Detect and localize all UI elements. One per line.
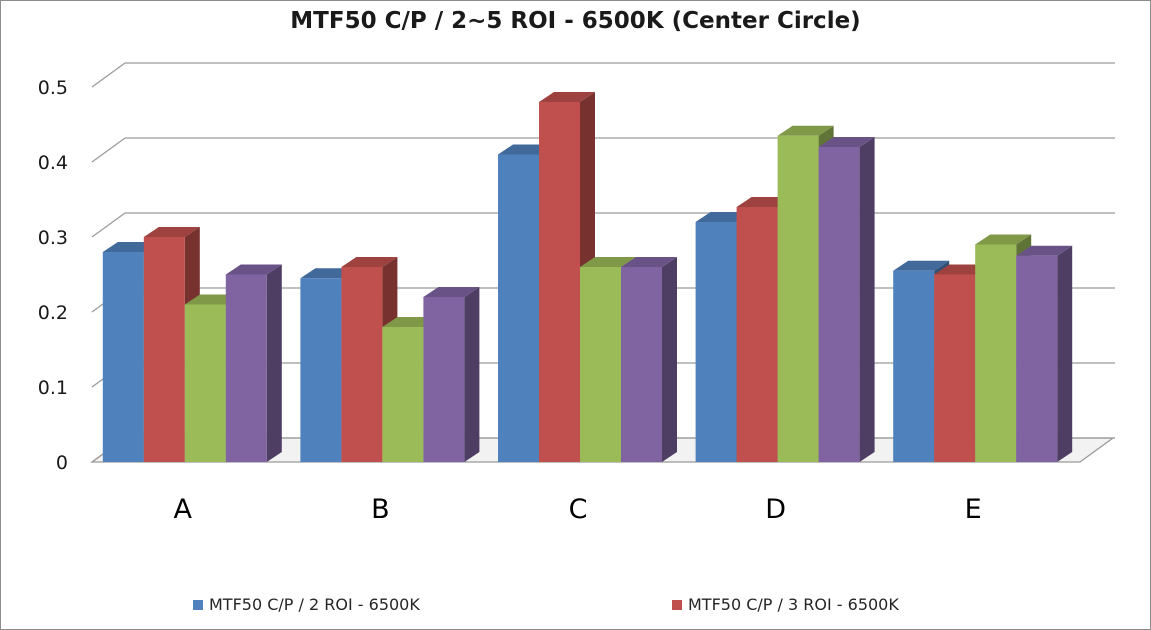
bar: [102, 252, 144, 462]
x-tick-label: D: [765, 494, 786, 525]
bar-side: [859, 137, 875, 462]
bar: [975, 244, 1017, 462]
bar-top: [975, 234, 1032, 245]
bar: [300, 278, 342, 462]
bars: [102, 92, 1073, 462]
bar-top: [893, 260, 950, 271]
bar-top: [777, 125, 834, 136]
bar-top: [818, 137, 875, 147]
bar: [621, 267, 662, 462]
y-tick-label: 0.3: [38, 227, 68, 249]
bar-top: [423, 287, 480, 297]
bar-top: [580, 257, 636, 267]
legend-item-series-1: MTF50 C/P / 2 ROI - 6500K: [193, 595, 420, 614]
bar: [736, 207, 778, 462]
bar: [1016, 255, 1058, 462]
legend-label-series-1: MTF50 C/P / 2 ROI - 6500K: [209, 595, 420, 614]
bar: [818, 147, 860, 462]
bar: [143, 237, 185, 462]
bar-side: [266, 264, 282, 462]
y-tick-label: 0.4: [38, 152, 68, 174]
gridline-diagonal: [91, 212, 126, 238]
bar: [423, 297, 465, 462]
bar: [695, 222, 737, 462]
bar: [341, 267, 383, 462]
x-axis-ticks: A B C D E: [174, 494, 982, 525]
y-tick-label: 0.5: [38, 77, 68, 99]
legend-swatch-series-1: [193, 599, 203, 610]
bar-side: [662, 257, 677, 462]
bar-top: [621, 257, 677, 267]
y-tick-label: 0.2: [38, 302, 68, 324]
x-tick-label: B: [371, 494, 390, 525]
bar: [225, 274, 267, 462]
legend-label-series-2: MTF50 C/P / 3 ROI - 6500K: [688, 595, 899, 614]
gridline-diagonal: [91, 137, 126, 163]
legend-swatch-series-2: [672, 599, 682, 610]
bar: [580, 267, 621, 462]
y-axis-ticks: 0 0.1 0.2 0.3 0.4 0.5: [38, 77, 68, 474]
x-tick-label: C: [569, 494, 588, 525]
bar-side: [464, 287, 480, 462]
bar-top: [341, 257, 398, 267]
x-tick-label: A: [174, 494, 193, 525]
bar: [893, 270, 935, 462]
bar: [934, 274, 976, 462]
bar: [184, 304, 226, 462]
bar-top: [539, 92, 595, 102]
bar: [539, 102, 580, 462]
bar-top: [143, 227, 200, 237]
bar-top: [225, 264, 282, 275]
bar: [777, 135, 819, 462]
gridline-diagonal: [91, 62, 126, 88]
bar: [498, 154, 539, 462]
y-tick-label: 0: [56, 452, 68, 474]
chart-title: MTF50 C/P / 2~5 ROI - 6500K (Center Circ…: [290, 8, 861, 34]
y-tick-label: 0.1: [38, 377, 68, 399]
bar: [382, 327, 424, 462]
x-tick-label: E: [965, 494, 982, 525]
bar-side: [1057, 245, 1073, 462]
bar-top: [1016, 245, 1073, 256]
legend-item-series-2: MTF50 C/P / 3 ROI - 6500K: [672, 595, 899, 614]
